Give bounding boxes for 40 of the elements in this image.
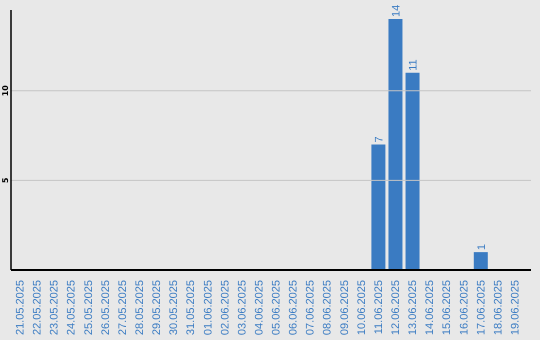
x-tick-label: 22.05.2025	[32, 280, 44, 336]
x-tick-label: 24.05.2025	[66, 280, 78, 336]
bar	[474, 252, 488, 270]
x-tick-label: 11.06.2025	[372, 280, 385, 334]
bar	[371, 144, 386, 270]
x-tick-label: 14.06.2025	[424, 280, 436, 336]
x-tick-label: 26.05.2025	[100, 280, 112, 336]
x-tick-label: 19.06.2025	[509, 280, 522, 336]
x-tick-label: 15.06.2025	[441, 280, 454, 336]
x-tick-label: 30.05.2025	[168, 280, 180, 336]
y-tick-label: 5	[1, 177, 10, 184]
x-tick-label: 17.06.2025	[475, 280, 488, 336]
bar	[388, 18, 402, 270]
x-tick-label: 03.06.2025	[236, 280, 248, 336]
x-tick-label: 25.05.2025	[82, 280, 95, 336]
x-tick-label: 07.06.2025	[304, 280, 317, 336]
x-tick-label: 21.05.2025	[14, 280, 27, 336]
x-tick-label: 31.05.2025	[185, 280, 198, 336]
x-tick-label: 05.06.2025	[270, 280, 283, 336]
x-tick-label: 04.06.2025	[253, 280, 266, 336]
x-tick-label: 29.05.2025	[151, 280, 164, 336]
x-tick-label: 09.06.2025	[338, 280, 351, 336]
data-label: 14	[390, 4, 402, 17]
bar	[406, 72, 420, 270]
x-tick-label: 10.06.2025	[356, 280, 368, 336]
x-tick-label: 01.06.2025	[202, 280, 214, 336]
x-tick-label: 16.06.2025	[458, 280, 470, 336]
x-tick-label: 27.05.2025	[116, 280, 129, 336]
data-label: 7	[373, 136, 386, 142]
x-tick-label: 28.05.2025	[134, 280, 146, 336]
x-tick-label: 08.06.2025	[322, 280, 334, 336]
data-label: 1	[476, 244, 488, 250]
x-tick-label: 12.06.2025	[390, 280, 402, 336]
x-tick-label: 06.06.2025	[288, 280, 300, 336]
x-tick-label: 18.06.2025	[492, 280, 504, 336]
x-tick-label: 13.06.2025	[407, 280, 420, 336]
data-label: 11	[408, 59, 420, 71]
x-tick-label: 02.06.2025	[219, 280, 232, 336]
y-tick-label: 10	[1, 84, 10, 96]
x-tick-label: 23.05.2025	[48, 280, 61, 336]
